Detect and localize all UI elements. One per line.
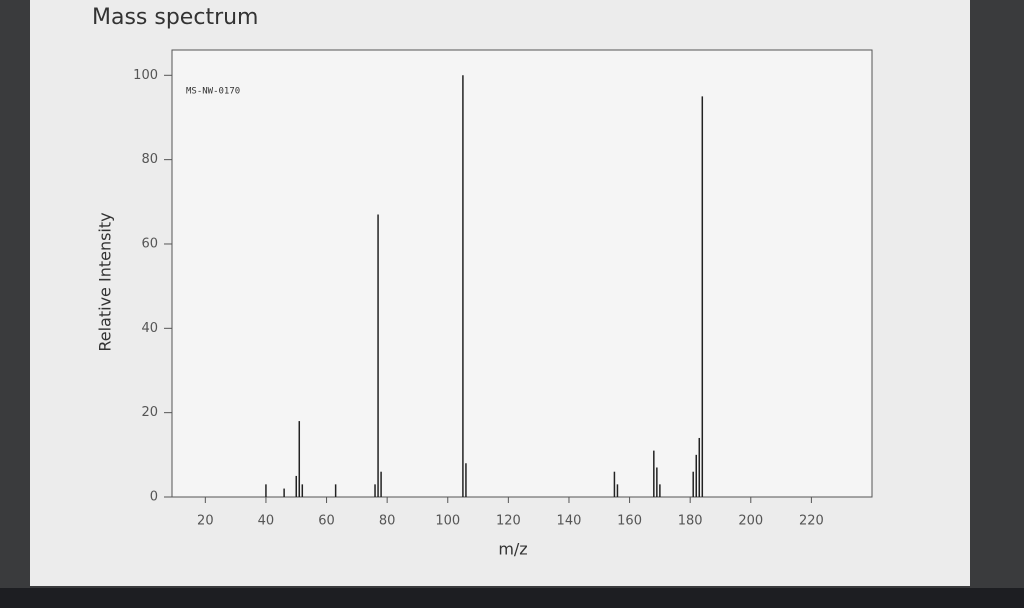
x-tick-label: 140: [557, 514, 582, 529]
y-tick-label: 60: [141, 236, 158, 251]
y-tick-label: 100: [133, 68, 158, 83]
x-tick-label: 40: [258, 514, 275, 529]
y-tick-label: 20: [141, 405, 158, 420]
x-tick-label: 20: [197, 514, 214, 529]
x-tick-label: 120: [496, 514, 521, 529]
y-axis-label: Relative Intensity: [96, 212, 115, 351]
taskbar: [0, 588, 1024, 608]
y-tick-label: 40: [141, 321, 158, 336]
y-tick-label: 0: [150, 490, 158, 505]
x-tick-label: 160: [617, 514, 642, 529]
chart-title: Mass spectrum: [92, 5, 258, 30]
x-tick-label: 60: [318, 514, 335, 529]
x-tick-label: 200: [738, 514, 763, 529]
x-tick-label: 100: [435, 514, 460, 529]
plot-frame: [171, 49, 873, 498]
x-tick-label: 80: [379, 514, 396, 529]
x-tick-label: 180: [678, 514, 703, 529]
x-tick-label: 220: [799, 514, 824, 529]
y-tick-label: 80: [141, 152, 158, 167]
annotation: MS-NW-0170: [186, 87, 240, 97]
x-axis-label: m/z: [498, 540, 527, 559]
